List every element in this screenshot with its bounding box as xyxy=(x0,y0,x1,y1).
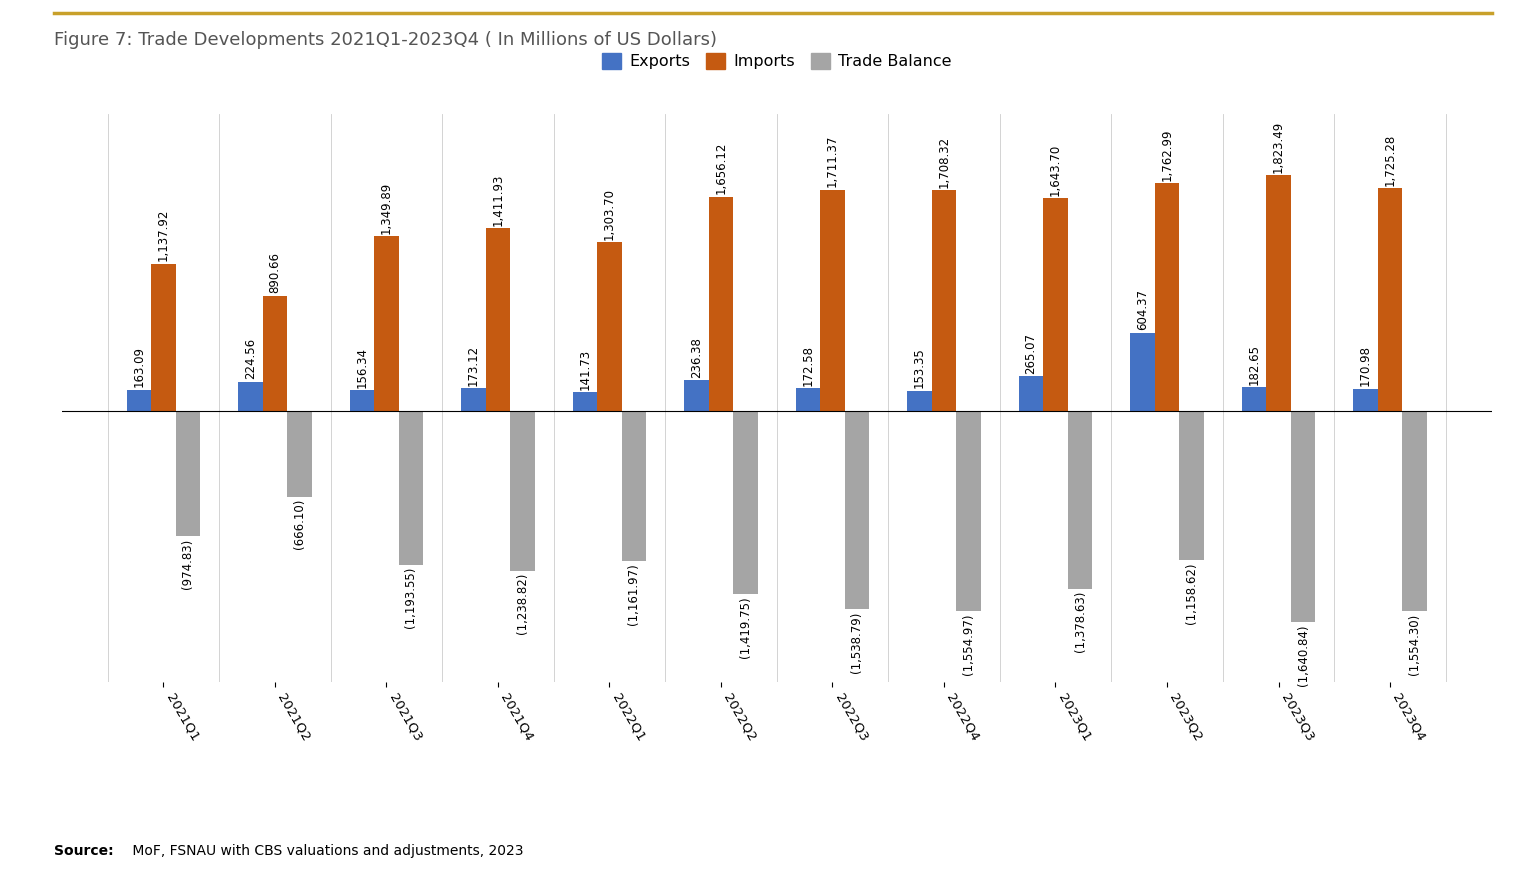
Text: 1,725.28: 1,725.28 xyxy=(1384,133,1397,185)
Text: (1,158.62): (1,158.62) xyxy=(1186,563,1198,624)
Bar xyxy=(1378,188,1403,411)
Text: 1,643.70: 1,643.70 xyxy=(1049,144,1061,196)
Bar xyxy=(1067,411,1092,588)
Bar xyxy=(957,411,981,611)
Legend: Exports, Imports, Trade Balance: Exports, Imports, Trade Balance xyxy=(597,48,957,74)
Text: (666.10): (666.10) xyxy=(292,499,306,549)
Bar xyxy=(844,411,869,609)
Text: 604.37: 604.37 xyxy=(1137,289,1149,330)
Text: 156.34: 156.34 xyxy=(355,347,368,388)
Bar xyxy=(398,411,423,565)
Bar xyxy=(1266,175,1290,411)
Text: 1,349.89: 1,349.89 xyxy=(380,182,392,234)
Bar xyxy=(1130,332,1155,411)
Text: Figure 7: Trade Developments 2021Q1-2023Q4 ( In Millions of US Dollars): Figure 7: Trade Developments 2021Q1-2023… xyxy=(54,31,717,49)
Bar xyxy=(572,392,597,411)
Bar xyxy=(795,388,820,411)
Bar xyxy=(263,295,288,411)
Bar xyxy=(1155,183,1180,411)
Bar xyxy=(511,411,535,571)
Bar xyxy=(1018,377,1043,411)
Text: 890.66: 890.66 xyxy=(268,253,281,294)
Text: 236.38: 236.38 xyxy=(691,336,703,378)
Bar xyxy=(1241,387,1266,411)
Bar xyxy=(126,390,151,411)
Text: (974.83): (974.83) xyxy=(181,538,194,589)
Bar xyxy=(820,190,844,411)
Text: 1,137.92: 1,137.92 xyxy=(157,209,169,261)
Text: 1,303.70: 1,303.70 xyxy=(603,188,615,240)
Bar xyxy=(175,411,200,537)
Text: 1,823.49: 1,823.49 xyxy=(1272,121,1286,173)
Text: (1,238.82): (1,238.82) xyxy=(515,572,529,635)
Bar xyxy=(1403,411,1427,611)
Text: 182.65: 182.65 xyxy=(1247,343,1261,385)
Bar xyxy=(1043,198,1067,411)
Text: (1,554.97): (1,554.97) xyxy=(961,614,975,676)
Bar xyxy=(621,411,646,560)
Text: 1,656.12: 1,656.12 xyxy=(715,142,727,194)
Text: 1,711.37: 1,711.37 xyxy=(826,135,838,187)
Bar xyxy=(1180,411,1204,560)
Bar xyxy=(1290,411,1315,622)
Text: Source:: Source: xyxy=(54,844,114,858)
Text: 1,708.32: 1,708.32 xyxy=(938,135,950,188)
Bar xyxy=(1353,389,1378,411)
Bar xyxy=(597,242,621,411)
Text: (1,640.84): (1,640.84) xyxy=(1297,625,1309,686)
Text: (1,554.30): (1,554.30) xyxy=(1409,614,1421,675)
Bar xyxy=(349,391,374,411)
Bar xyxy=(932,190,957,411)
Text: 1,762.99: 1,762.99 xyxy=(1161,128,1173,181)
Bar xyxy=(486,228,511,411)
Text: 153.35: 153.35 xyxy=(914,348,926,388)
Text: 224.56: 224.56 xyxy=(245,338,257,379)
Bar xyxy=(374,236,398,411)
Text: 1,411.93: 1,411.93 xyxy=(492,174,504,226)
Text: (1,161.97): (1,161.97) xyxy=(628,563,640,625)
Bar xyxy=(288,411,312,496)
Text: (1,419.75): (1,419.75) xyxy=(738,596,752,658)
Bar xyxy=(907,391,932,411)
Bar xyxy=(734,411,758,594)
Text: (1,538.79): (1,538.79) xyxy=(851,612,863,673)
Text: (1,378.63): (1,378.63) xyxy=(1074,591,1086,652)
Text: 141.73: 141.73 xyxy=(578,349,592,390)
Text: MoF, FSNAU with CBS valuations and adjustments, 2023: MoF, FSNAU with CBS valuations and adjus… xyxy=(128,844,523,858)
Text: 163.09: 163.09 xyxy=(132,346,145,387)
Bar xyxy=(461,388,486,411)
Text: 173.12: 173.12 xyxy=(468,344,480,386)
Text: 170.98: 170.98 xyxy=(1360,345,1372,386)
Bar xyxy=(684,380,709,411)
Bar xyxy=(709,197,734,411)
Text: 172.58: 172.58 xyxy=(801,345,815,386)
Bar xyxy=(151,264,175,411)
Text: (1,193.55): (1,193.55) xyxy=(404,567,417,628)
Text: 265.07: 265.07 xyxy=(1024,333,1038,374)
Bar xyxy=(238,382,263,411)
